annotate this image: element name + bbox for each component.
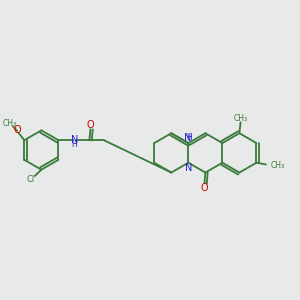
Text: Cl: Cl [27, 175, 35, 184]
Text: CH₃: CH₃ [2, 118, 16, 127]
Text: N: N [70, 135, 78, 145]
Text: O: O [200, 183, 208, 193]
Text: H: H [71, 140, 77, 149]
Text: N: N [185, 163, 193, 173]
Text: CH₃: CH₃ [270, 161, 284, 170]
Text: CH₃: CH₃ [233, 114, 248, 123]
Text: N: N [184, 134, 191, 143]
Text: O: O [13, 125, 21, 135]
Text: O: O [87, 120, 94, 130]
Text: H: H [186, 133, 192, 142]
